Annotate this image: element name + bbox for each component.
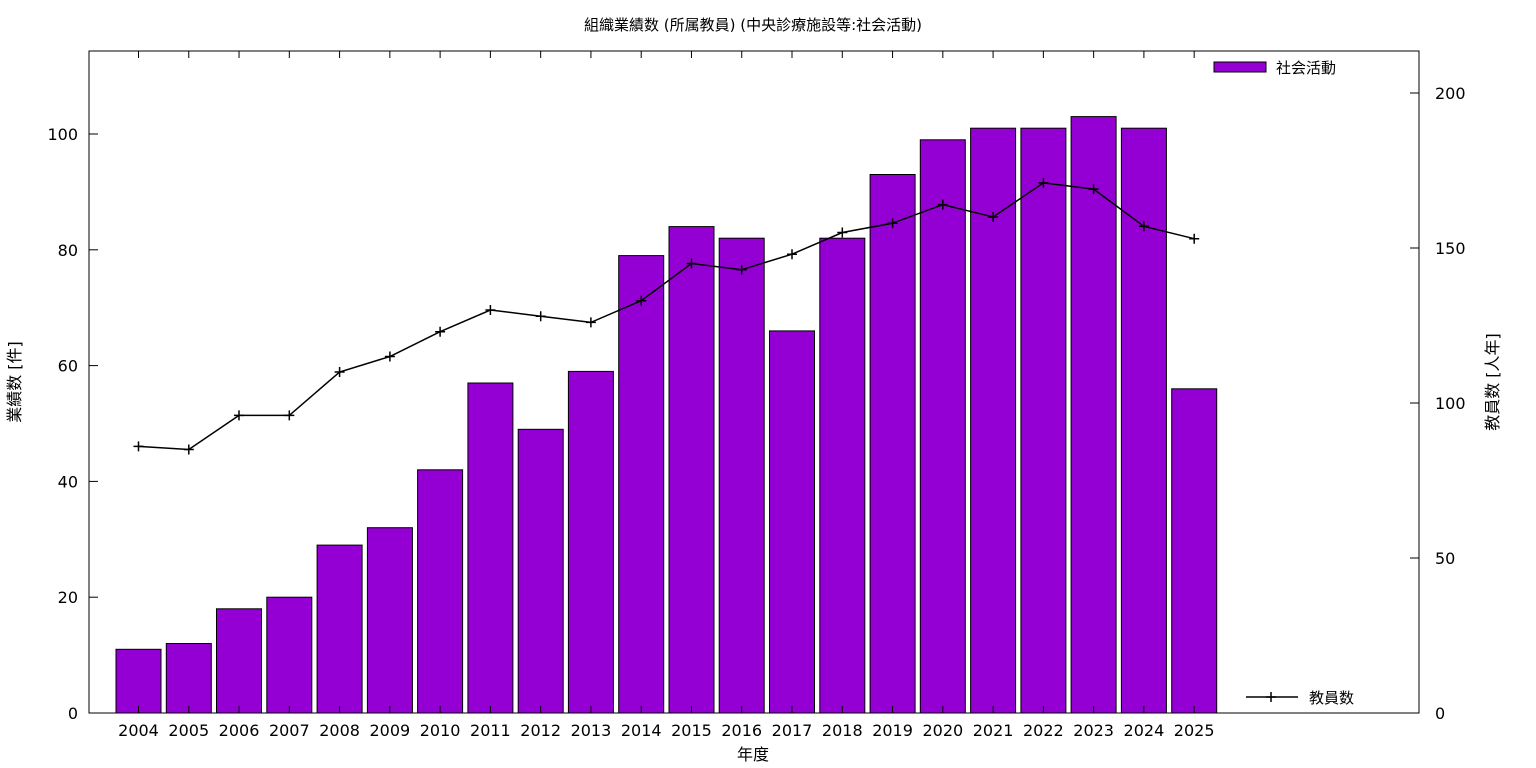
x-tick-label: 2014: [621, 721, 662, 740]
point-2008: [334, 367, 345, 377]
bar-2022: [1020, 127, 1067, 714]
bar-2012: [517, 428, 564, 714]
legend-line: 教員数: [1246, 689, 1354, 707]
y2-tick-label: 200: [1435, 84, 1466, 103]
bar-2016: [718, 237, 765, 714]
point-2025: [1189, 233, 1200, 244]
chart-title: 組織業績数 (所属教員) (中央診療施設等:社会活動): [584, 16, 922, 34]
x-tick-label: 2008: [319, 721, 360, 740]
bar-2021: [970, 127, 1017, 714]
x-tick-label: 2018: [822, 721, 863, 740]
point-2016: [736, 264, 747, 275]
y2-axis-label: 教員数 [人年]: [1483, 333, 1502, 431]
series-line-faculty: [138, 182, 1195, 451]
x-tick-label: 2011: [470, 721, 511, 740]
point-2005: [183, 444, 194, 455]
legend-bars: 社会活動: [1213, 59, 1336, 77]
point-2018: [837, 227, 848, 238]
bar-2011: [467, 382, 514, 714]
point-2011: [485, 305, 496, 315]
y-tick-label: 0: [68, 704, 78, 723]
y-axis-label: 業績数 [件]: [5, 341, 24, 423]
y2-tick-label: 0: [1435, 704, 1445, 723]
point-2020: [937, 199, 948, 210]
x-tick-label: 2006: [219, 721, 260, 740]
bar-2019: [869, 174, 916, 714]
bar-2023: [1070, 116, 1117, 714]
bar-2018: [819, 237, 866, 714]
x-tick-label: 2023: [1073, 721, 1114, 740]
x-tick-label: 2025: [1174, 721, 1215, 740]
bars-layer: [115, 116, 1218, 714]
bar-2004: [115, 648, 162, 714]
x-tick-label: 2022: [1023, 721, 1064, 740]
point-2024: [1138, 221, 1149, 232]
y2-tick-label: 100: [1435, 394, 1466, 413]
y2-tick-label: 150: [1435, 239, 1466, 258]
y-axis-right: 0 50 100 150 200: [1410, 84, 1466, 723]
bar-2009: [366, 527, 413, 714]
x-tick-label: 2021: [973, 721, 1014, 740]
x-axis-label: 年度: [737, 745, 769, 764]
bar-2008: [316, 544, 363, 714]
x-tick-label: 2004: [118, 721, 159, 740]
bar-2017: [769, 330, 815, 714]
y2-tick-label: 50: [1435, 549, 1455, 568]
x-tick-label: 2007: [269, 721, 310, 740]
bar-2010: [417, 469, 464, 714]
x-tick-label: 2005: [168, 721, 209, 740]
bar-2015: [668, 226, 715, 714]
y-tick-label: 20: [58, 588, 78, 607]
bar-2006: [216, 608, 262, 714]
point-2004: [133, 441, 144, 452]
x-tick-label: 2013: [571, 721, 612, 740]
x-tick-label: 2020: [922, 721, 963, 740]
legend-line-label: 教員数: [1309, 689, 1354, 707]
x-tick-label: 2009: [369, 721, 410, 740]
line-layer: [133, 177, 1200, 455]
point-2010: [435, 326, 446, 337]
bar-2014: [618, 255, 665, 714]
y-axis-left: 0 20 40 60 80 100: [47, 125, 98, 723]
x-tick-label: 2017: [772, 721, 813, 740]
point-2015: [686, 258, 697, 269]
bar-2025: [1171, 388, 1218, 714]
point-2013: [585, 317, 596, 328]
bar-2024: [1120, 127, 1167, 714]
point-2009: [384, 351, 395, 362]
x-tick-label: 2019: [872, 721, 913, 740]
point-2012: [535, 311, 546, 322]
bar-2007: [266, 596, 313, 714]
x-tick-label: 2024: [1124, 721, 1165, 740]
point-2007: [284, 410, 295, 421]
legend-bar-label: 社会活動: [1276, 59, 1336, 77]
point-2006: [234, 410, 244, 421]
point-2019: [887, 218, 898, 229]
y-tick-label: 40: [58, 472, 78, 491]
bar-2020: [919, 139, 966, 714]
y-tick-label: 60: [58, 357, 78, 376]
bar-2013: [567, 370, 614, 714]
x-tick-label: 2016: [721, 721, 762, 740]
x-tick-label: 2010: [420, 721, 461, 740]
legend-line-marker: [1266, 692, 1276, 702]
x-tick-label: 2015: [671, 721, 712, 740]
point-2021: [988, 212, 999, 222]
x-tick-label: 2012: [520, 721, 561, 740]
x-axis: 2004 2005 2006 2007 2008 2009 2010 2011 2012 2013…: [118, 51, 1215, 740]
y-tick-label: 80: [58, 241, 78, 260]
point-2022: [1038, 177, 1049, 188]
point-2023: [1088, 184, 1099, 195]
point-2014: [636, 295, 647, 306]
y-tick-label: 100: [47, 125, 78, 144]
point-2017: [787, 249, 797, 260]
legend-bar-swatch: [1213, 61, 1267, 73]
bar-2005: [165, 643, 212, 714]
